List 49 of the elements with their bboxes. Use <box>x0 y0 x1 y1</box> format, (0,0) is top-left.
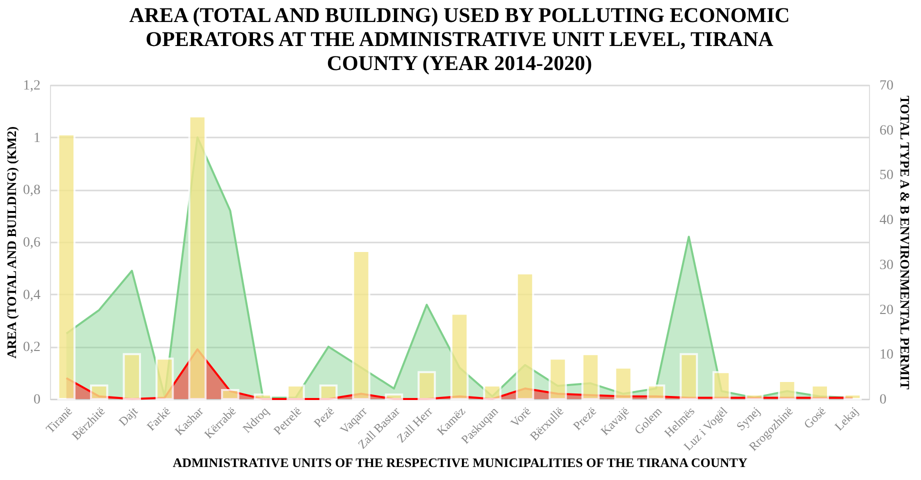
y2-tick-label: 30 <box>880 258 894 273</box>
x-tick-label: Dajt <box>116 404 141 429</box>
bar <box>581 353 600 400</box>
bar <box>319 384 338 400</box>
bar <box>548 358 567 400</box>
y2-tick-label: 20 <box>880 302 894 318</box>
y2-axis-title: TOTAL TYPE A & B ENVIRONMENTAL PERMIT <box>898 96 912 390</box>
bar <box>156 358 174 400</box>
y2-tick-label: 60 <box>880 123 894 138</box>
x-tick-label: Vorë <box>508 404 534 430</box>
bar <box>90 384 108 400</box>
bar <box>810 384 829 400</box>
bar <box>254 394 272 400</box>
bar <box>778 380 796 400</box>
bar <box>57 133 76 400</box>
bar <box>844 394 862 400</box>
bar <box>745 394 764 400</box>
text: AREA (TOTAL AND BUILDING) USED BY POLLUTING ECONOMIC <box>129 3 790 27</box>
bar <box>188 115 207 400</box>
text: OPERATORS AT THE ADMINISTRATIVE UNIT LEVEL, TIRANA <box>146 27 774 51</box>
x-axis-title: ADMINISTRATIVE UNITS OF THE RESPECTIVE MUNICIPALITIES OF THE TIRANA COUNTY <box>172 454 748 470</box>
bar <box>286 384 305 400</box>
y-tick-label: 0,6 <box>23 236 40 250</box>
bar <box>646 384 666 400</box>
y2-tick-label: 70 <box>880 78 894 94</box>
y2-tick-label: 40 <box>880 213 894 228</box>
y-tick-label: 0,8 <box>23 183 40 198</box>
y2-tick-label: 50 <box>880 168 894 184</box>
bar <box>516 272 534 400</box>
y-tick-label: 0,2 <box>23 340 40 356</box>
bar <box>384 394 404 400</box>
y2-tick-label: 0 <box>880 392 886 408</box>
bar <box>483 384 502 400</box>
bar <box>614 366 632 400</box>
x-tick-label: Gosë <box>801 404 828 432</box>
y-axis-title: AREA (TOTAL AND BUILDING) (KM2) <box>4 126 19 359</box>
y-tick-label: 0,4 <box>23 288 40 303</box>
bar <box>221 389 240 400</box>
text: COUNTY (YEAR 2014-2020) <box>326 51 592 75</box>
y-tick-label: 0 <box>34 392 40 408</box>
y2-tick-label: 10 <box>880 348 894 363</box>
bar <box>712 371 731 400</box>
bar <box>680 353 698 400</box>
bar <box>418 371 436 400</box>
y-tick-label: 1 <box>34 130 40 146</box>
bar <box>450 312 469 400</box>
bar <box>122 353 142 400</box>
y-tick-label: 1,2 <box>23 78 40 94</box>
x-tick-label: Pezë <box>311 404 337 430</box>
